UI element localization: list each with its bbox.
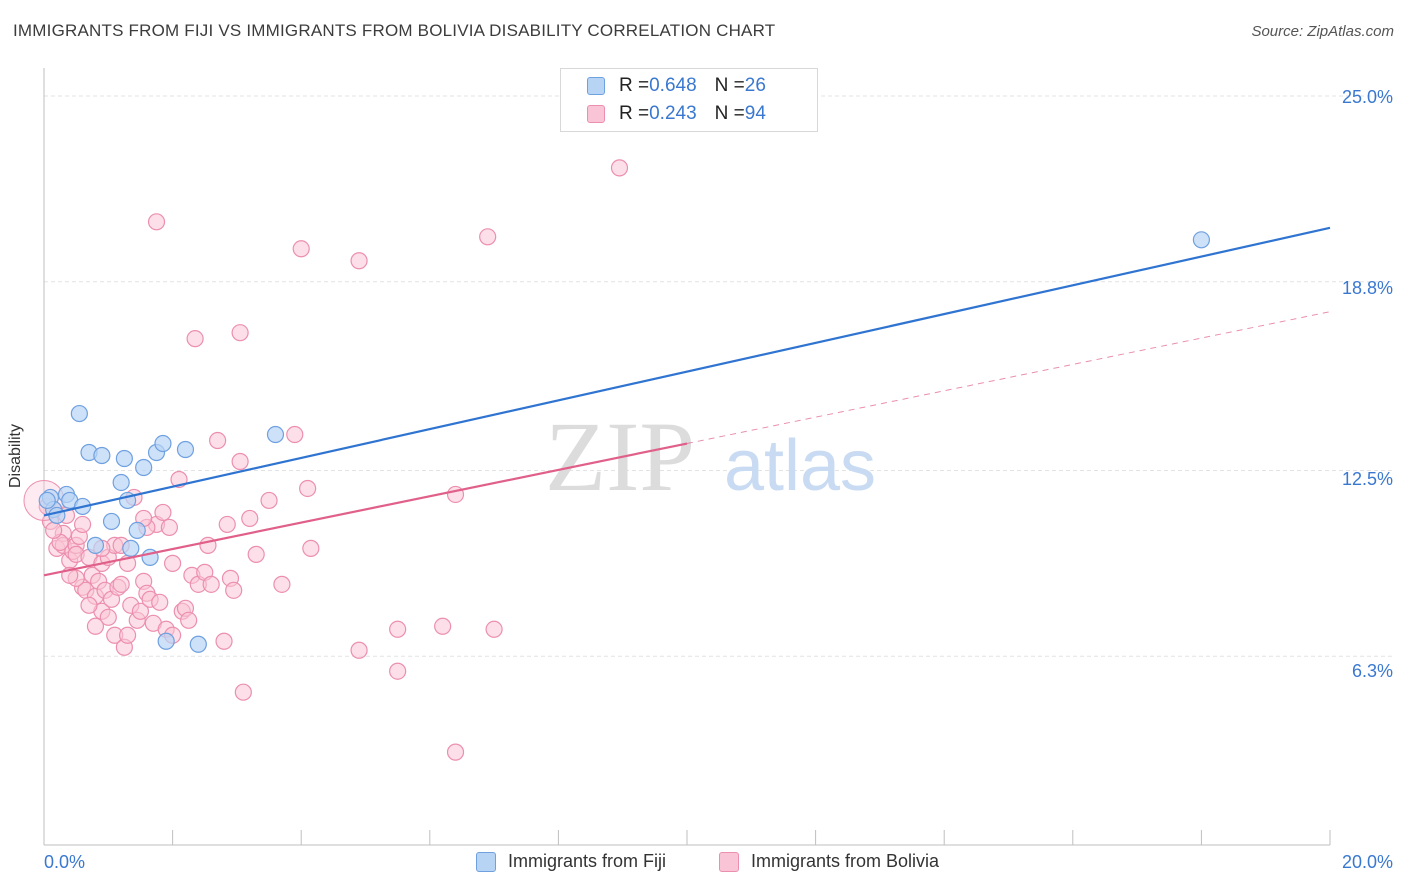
trend-lines <box>43 226 1331 577</box>
bolivia-point <box>180 611 198 629</box>
source-label: Source: ZipAtlas.com <box>1251 23 1394 40</box>
fiji-point <box>1192 231 1211 249</box>
bolivia-point <box>234 683 252 701</box>
bolivia-point <box>231 324 249 342</box>
fiji-point <box>189 635 207 653</box>
bolivia-legend-label: Immigrants from Bolivia <box>751 851 940 871</box>
fiji-legend-swatch <box>476 851 496 872</box>
fiji-point <box>176 440 195 459</box>
bolivia-point <box>260 491 278 510</box>
fiji-legend-label: Immigrants from Fiji <box>508 851 667 871</box>
x-tick-label-min: 0.0% <box>44 852 86 872</box>
bolivia-point <box>446 743 465 761</box>
bolivia-point <box>610 159 629 177</box>
bolivia-point <box>231 452 249 471</box>
fiji-trend-line <box>43 226 1331 517</box>
watermark: ZIP atlas <box>545 401 876 512</box>
bolivia-point <box>118 626 137 644</box>
bolivia-point <box>99 608 117 626</box>
bolivia-point <box>154 503 172 522</box>
bolivia-points <box>23 159 629 761</box>
bolivia-trend-line <box>43 442 688 577</box>
grid-lines <box>44 95 1392 657</box>
bolivia-point <box>131 602 150 620</box>
y-tick-label-18-8: 18.8% <box>1341 278 1393 298</box>
legend-r-label: R = <box>619 75 650 96</box>
watermark-atlas: atlas <box>724 426 876 506</box>
bolivia-trend-extension <box>686 311 1331 445</box>
y-tick-label-25: 25.0% <box>1341 87 1393 107</box>
bolivia-point <box>241 509 259 528</box>
bolivia-point <box>209 431 227 450</box>
bolivia-point <box>286 425 304 444</box>
fiji-point <box>112 473 130 492</box>
bolivia-point <box>389 620 407 638</box>
bolivia-point <box>485 620 503 638</box>
bolivia-point <box>350 252 368 270</box>
bolivia-point <box>350 641 368 659</box>
legend-r-label: R = <box>619 103 650 124</box>
bolivia-point <box>73 515 92 534</box>
bolivia-point <box>164 554 182 572</box>
bolivia-point <box>218 515 236 534</box>
bolivia-point <box>299 479 317 498</box>
legend-n-value: 26 <box>744 75 766 96</box>
bolivia-point <box>202 575 220 593</box>
y-tick-label-6-3: 6.3% <box>1351 661 1393 681</box>
bolivia-point <box>247 545 265 563</box>
bolivia-point <box>86 617 105 635</box>
x-tick-label-max: 20.0% <box>1341 852 1393 872</box>
fiji-point <box>157 632 175 650</box>
bolivia-point <box>389 662 407 680</box>
bolivia-point <box>302 539 320 557</box>
bolivia-point <box>160 518 178 537</box>
bolivia-point <box>479 228 497 246</box>
fiji-point <box>128 521 146 540</box>
bottom-legend-fiji: Immigrants from Fiji <box>476 851 666 872</box>
fiji-point <box>102 512 121 531</box>
fiji-point <box>154 434 172 453</box>
bolivia-legend-swatch <box>719 851 739 872</box>
bottom-legend-bolivia: Immigrants from Bolivia <box>719 851 939 872</box>
chart-title: IMMIGRANTS FROM FIJI VS IMMIGRANTS FROM … <box>13 21 776 40</box>
bolivia-point <box>273 575 291 593</box>
legend-row-bolivia: R = 0.243 N = 94 <box>587 102 766 126</box>
bolivia-point <box>45 521 63 540</box>
fiji-point <box>93 446 111 465</box>
legend-r-value: 0.648 <box>649 75 697 96</box>
fiji-point <box>266 425 285 444</box>
bolivia-swatch <box>587 105 605 123</box>
fiji-point <box>115 449 133 468</box>
bolivia-point <box>147 213 166 231</box>
bolivia-point <box>186 330 204 348</box>
fiji-point <box>48 506 66 525</box>
bolivia-point <box>151 593 169 611</box>
bolivia-point <box>112 575 130 593</box>
bolivia-point <box>225 581 243 599</box>
fiji-point <box>135 458 153 477</box>
fiji-point <box>86 536 105 554</box>
legend-n-value: 94 <box>744 103 766 124</box>
legend-n-label: N = <box>714 103 745 124</box>
bolivia-point <box>434 617 452 635</box>
legend-row-fiji: R = 0.648 N = 26 <box>587 74 766 98</box>
fiji-point <box>70 404 88 423</box>
legend-n-label: N = <box>714 75 745 96</box>
bolivia-point <box>80 596 98 614</box>
fiji-point <box>38 491 56 510</box>
axes <box>43 68 1331 846</box>
stats-legend: R = 0.648 N = 26 R = 0.243 N = 94 <box>560 68 818 132</box>
bolivia-point <box>292 240 310 258</box>
fiji-point <box>122 539 140 557</box>
y-tick-label-12-5: 12.5% <box>1341 469 1393 489</box>
legend-r-value: 0.243 <box>649 103 697 124</box>
bolivia-point <box>215 632 233 650</box>
fiji-swatch <box>587 77 605 95</box>
